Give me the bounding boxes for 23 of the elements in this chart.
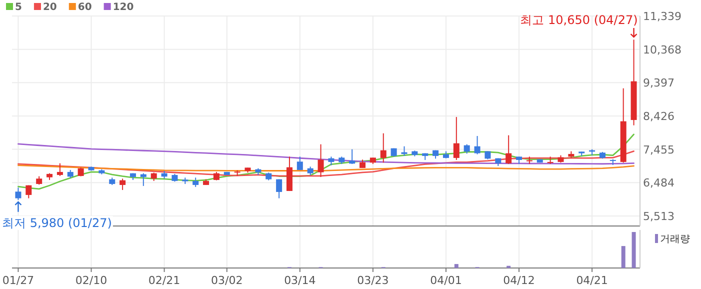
- x-tick-label: 01/27: [2, 274, 34, 287]
- x-tick-label: 04/01: [430, 274, 462, 287]
- x-tick-label: 03/14: [284, 274, 316, 287]
- y-tick-label: 7,455: [643, 143, 674, 156]
- y-tick-label: 11,339: [643, 10, 682, 23]
- legend-label: 60: [78, 2, 92, 13]
- legend-label: 20: [42, 2, 57, 13]
- y-tick-label: 8,426: [643, 110, 674, 123]
- y-tick-label: 10,368: [643, 43, 682, 56]
- legend-label: 120: [112, 2, 134, 13]
- x-tick-label: 02/21: [148, 274, 180, 287]
- y-tick-label: 5,513: [643, 210, 674, 223]
- legend-label: 거래량: [660, 234, 690, 245]
- x-tick-label: 03/23: [357, 274, 389, 287]
- x-tick-label: 04/12: [503, 274, 535, 287]
- annotation: 최저 5,980 (01/27): [2, 216, 112, 230]
- x-tick-label: 03/02: [211, 274, 243, 287]
- x-tick-label: 04/21: [576, 274, 608, 287]
- annotation: 최고 10,650 (04/27): [520, 13, 638, 27]
- y-tick-label: 6,484: [643, 176, 674, 190]
- legend-label: 5: [15, 2, 22, 13]
- y-tick-label: 9,397: [643, 76, 674, 90]
- x-tick-label: 02/10: [75, 274, 108, 287]
